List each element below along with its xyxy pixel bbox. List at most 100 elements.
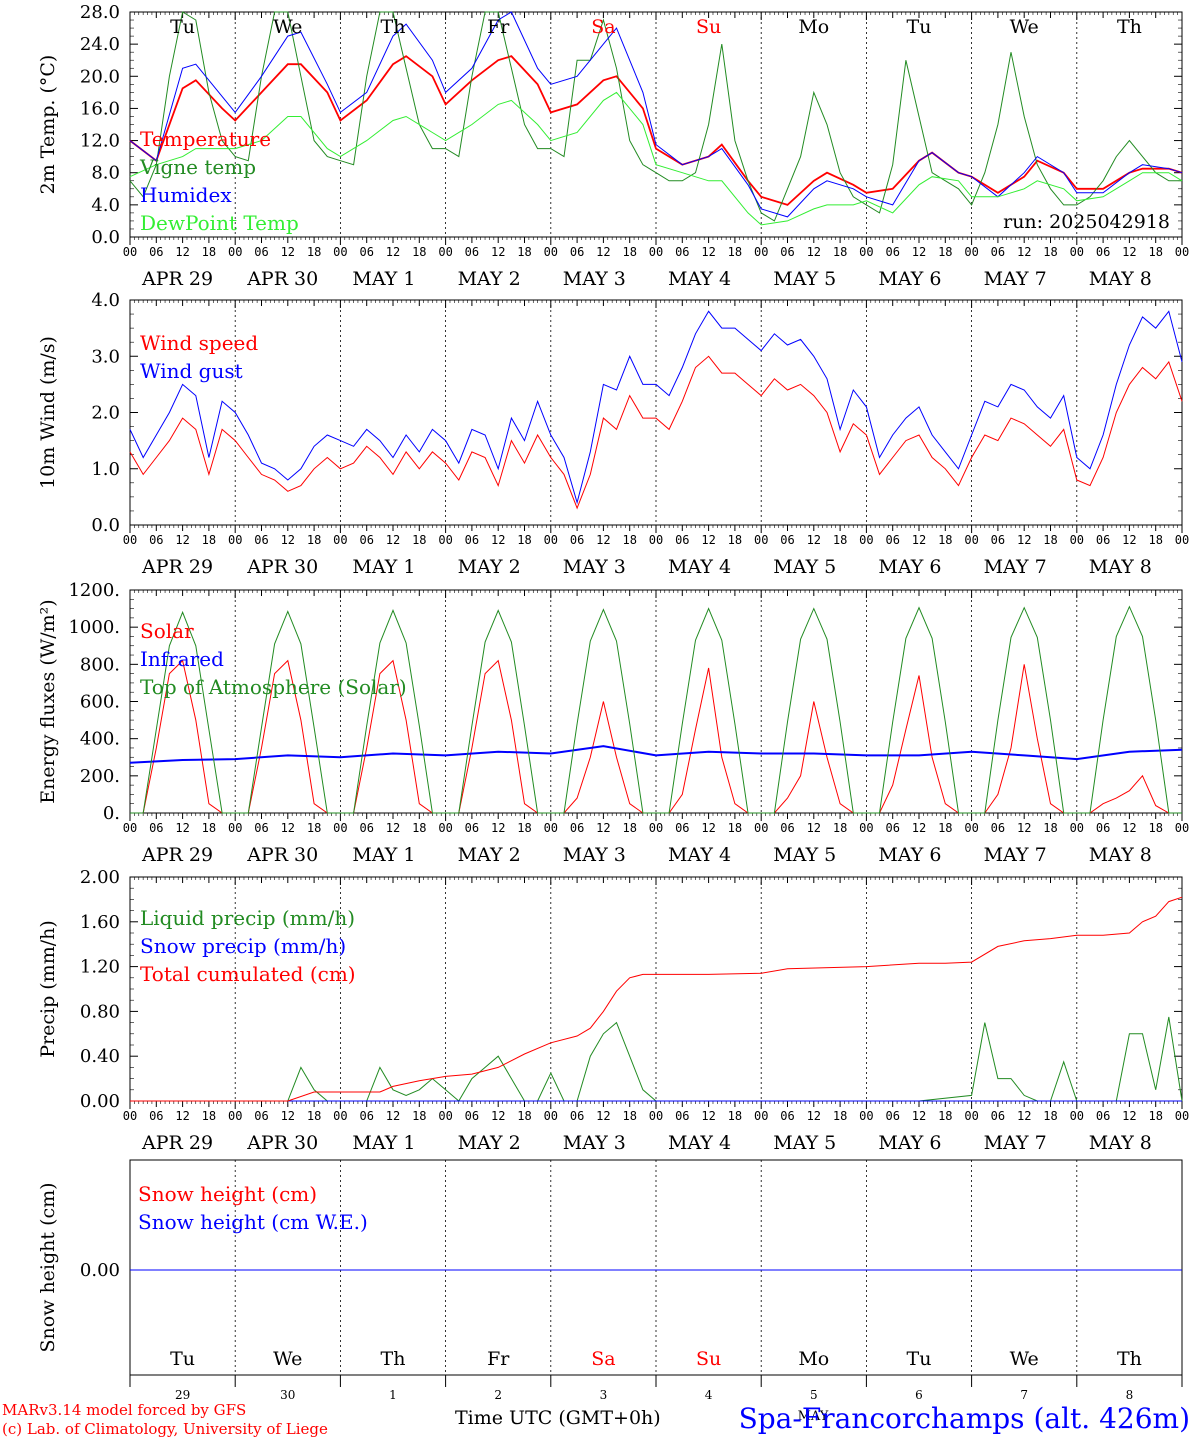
series-line-1-4	[129, 91, 1183, 226]
hour-tick-label: 12	[386, 245, 400, 259]
hour-tick-label: 06	[1096, 533, 1110, 547]
date-label: MAY 2	[458, 1132, 521, 1154]
hour-tick-label: 06	[1096, 1109, 1110, 1123]
hour-tick-label: 12	[1122, 1109, 1136, 1123]
hour-tick-label: 12	[596, 245, 610, 259]
weekday-label: Mo	[798, 16, 829, 38]
hour-tick-label: 06	[885, 533, 899, 547]
hour-tick-label: 00	[1070, 245, 1084, 259]
date-label: APR 29	[141, 1132, 213, 1154]
hour-tick-label: 18	[517, 821, 531, 835]
weekday-label: Tu	[907, 16, 932, 38]
hour-tick-label: 00	[123, 1109, 137, 1123]
y-tick-label: 24.0	[80, 34, 120, 55]
hour-tick-label: 18	[728, 245, 742, 259]
hour-tick-label: 06	[780, 1109, 794, 1123]
date-label: MAY 8	[1089, 844, 1152, 866]
hour-tick-label: 06	[465, 821, 479, 835]
y-tick-label: 4.0	[91, 290, 120, 311]
date-label: APR 29	[141, 844, 213, 866]
hour-tick-label: 12	[281, 533, 295, 547]
hour-tick-label: 00	[333, 533, 347, 547]
y-tick-label: 0.0	[91, 227, 120, 248]
hour-tick-label: 18	[833, 1109, 847, 1123]
legend-entry: Infrared	[140, 647, 224, 671]
date-label: MAY 6	[878, 1132, 941, 1154]
hour-tick-label: 12	[175, 245, 189, 259]
hour-tick-label: 12	[701, 245, 715, 259]
hour-tick-label: 12	[807, 245, 821, 259]
hour-tick-label: 00	[228, 533, 242, 547]
lab-credit: (c) Lab. of Climatology, University of L…	[2, 1420, 328, 1438]
hour-tick-label: 06	[570, 821, 584, 835]
date-label: MAY 7	[984, 1132, 1047, 1154]
panel-2: 00 06 12 18 00 06 12 18 00 06 12 18 00 06 12 18 00 06 12 18…	[37, 290, 1189, 578]
hour-tick-label: 00	[438, 821, 452, 835]
date-label: MAY 8	[1089, 556, 1152, 578]
hour-tick-label: 12	[491, 533, 505, 547]
hour-tick-label: 00	[544, 533, 558, 547]
hour-tick-label: 00	[1175, 821, 1189, 835]
hour-tick-label: 18	[412, 533, 426, 547]
legend-entry: Temperature	[140, 127, 271, 151]
hour-tick-label: 18	[622, 1109, 636, 1123]
hour-tick-label: 06	[254, 821, 268, 835]
legend-entry: Snow height (cm)	[138, 1182, 317, 1206]
hour-tick-label: 12	[701, 821, 715, 835]
hour-tick-label: 06	[675, 1109, 689, 1123]
y-tick-label: 0.80	[80, 1001, 120, 1022]
y-tick-label: 16.0	[80, 98, 120, 119]
date-label: MAY 2	[458, 268, 521, 290]
date-label: MAY 1	[352, 268, 415, 290]
hour-tick-label: 06	[359, 533, 373, 547]
hour-tick-label: 00	[228, 245, 242, 259]
y-tick-label: 400.	[80, 729, 120, 750]
hour-tick-label: 06	[465, 533, 479, 547]
hour-tick-label: 12	[701, 533, 715, 547]
series-line-1-1	[129, 55, 1183, 206]
date-label: APR 30	[246, 268, 318, 290]
weekday-label: Fr	[487, 1348, 510, 1370]
hour-tick-label: 18	[938, 533, 952, 547]
date-label: MAY 6	[878, 844, 941, 866]
hour-tick-label: 06	[1096, 821, 1110, 835]
legend-entry: DewPoint Temp	[140, 211, 299, 235]
y-tick-label: 0.00	[80, 1260, 120, 1281]
y-tick-label: 8.0	[91, 163, 120, 184]
hour-tick-label: 12	[491, 1109, 505, 1123]
series-line-4-1	[130, 1016, 1183, 1102]
hour-tick-label: 18	[833, 821, 847, 835]
hour-tick-label: 12	[912, 821, 926, 835]
day-number-label: 8	[1126, 1388, 1134, 1402]
legend-entry: Vigne temp	[139, 155, 256, 179]
hour-tick-label: 06	[1096, 245, 1110, 259]
hour-tick-label: 12	[1017, 1109, 1031, 1123]
hour-tick-label: 00	[754, 821, 768, 835]
hour-tick-label: 18	[202, 245, 216, 259]
y-tick-label: 4.0	[91, 195, 120, 216]
hour-tick-label: 12	[491, 821, 505, 835]
hour-tick-label: 00	[649, 821, 663, 835]
hour-tick-label: 00	[438, 1109, 452, 1123]
hour-tick-label: 00	[123, 533, 137, 547]
hour-tick-label: 00	[544, 821, 558, 835]
hour-tick-label: 00	[228, 1109, 242, 1123]
legend-entry: Snow height (cm W.E.)	[138, 1210, 368, 1234]
date-label: MAY 5	[773, 268, 836, 290]
hour-tick-label: 00	[754, 1109, 768, 1123]
hour-tick-label: 06	[675, 821, 689, 835]
series-line-3-3	[130, 605, 1182, 814]
legend-entry: Liquid precip (mm/h)	[140, 906, 355, 930]
hour-tick-label: 12	[281, 1109, 295, 1123]
hour-tick-label: 12	[912, 245, 926, 259]
hour-tick-label: 12	[807, 1109, 821, 1123]
hour-tick-label: 18	[622, 821, 636, 835]
panel-3: 00 06 12 18 00 06 12 18 00 06 12 18 00 06 12 18 00 06 12 18…	[37, 580, 1189, 866]
date-label: MAY 1	[352, 844, 415, 866]
hour-tick-label: 18	[1043, 533, 1057, 547]
hour-tick-label: 06	[675, 245, 689, 259]
y-axis-title: 10m Wind (m/s)	[37, 336, 59, 489]
hour-tick-label: 18	[622, 533, 636, 547]
hour-tick-label: 12	[596, 1109, 610, 1123]
